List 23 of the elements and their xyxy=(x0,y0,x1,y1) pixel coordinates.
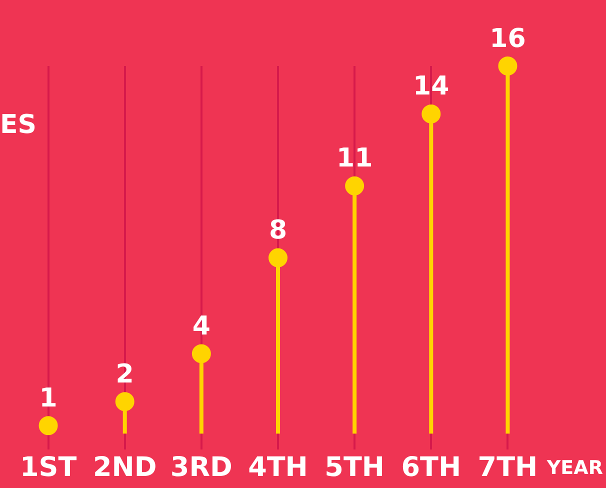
point xyxy=(38,416,58,436)
data-label: 4 xyxy=(192,311,210,342)
x-tick-label: 4TH xyxy=(248,452,308,483)
data-label: 1 xyxy=(39,383,58,414)
annotation: ES xyxy=(0,110,36,140)
data-label: 8 xyxy=(268,216,288,246)
data-label: 16 xyxy=(490,24,526,54)
point xyxy=(422,104,441,124)
x-tick-label: 7TH xyxy=(478,452,538,483)
point xyxy=(192,344,211,364)
x-tick-label: 6TH xyxy=(401,452,462,483)
point xyxy=(498,56,518,76)
x-tick-label: 5TH xyxy=(324,452,384,483)
x-tick-label: 3RD xyxy=(170,452,232,483)
point xyxy=(268,248,288,268)
point xyxy=(345,176,364,196)
point xyxy=(115,392,134,412)
data-label: 2 xyxy=(116,359,134,390)
x-tick-label: 1ST xyxy=(20,452,78,483)
data-label: 11 xyxy=(336,144,373,174)
data-label: 14 xyxy=(413,72,450,102)
x-tick-label: 2ND xyxy=(92,452,157,483)
x-axis-title: YEAR xyxy=(546,456,604,479)
